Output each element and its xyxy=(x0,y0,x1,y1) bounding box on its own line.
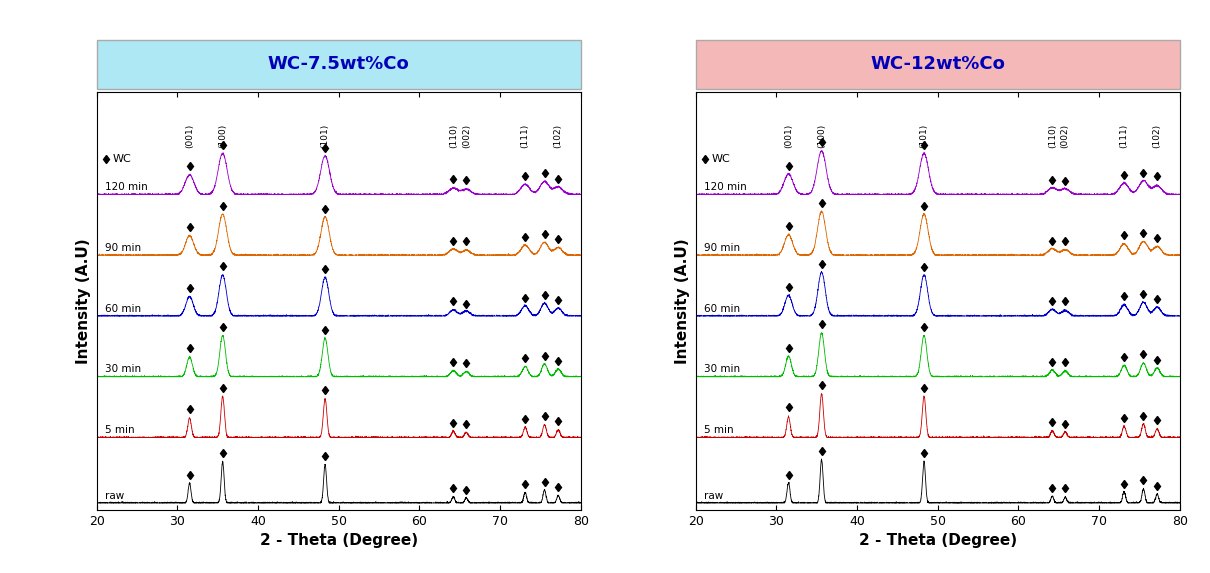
Text: (101): (101) xyxy=(321,124,329,148)
Text: (002): (002) xyxy=(462,124,471,148)
Text: raw: raw xyxy=(105,490,125,501)
Text: WC: WC xyxy=(113,155,132,164)
Text: 30 min: 30 min xyxy=(105,364,142,374)
Text: 5 min: 5 min xyxy=(105,425,134,435)
Text: (001): (001) xyxy=(784,124,793,148)
Text: (102): (102) xyxy=(1153,124,1162,148)
Text: 60 min: 60 min xyxy=(704,304,741,313)
Text: (100): (100) xyxy=(817,124,826,148)
Text: 90 min: 90 min xyxy=(105,243,142,253)
Text: WC: WC xyxy=(711,155,731,164)
Text: 120 min: 120 min xyxy=(105,182,148,192)
Text: (111): (111) xyxy=(1119,124,1129,148)
Text: 30 min: 30 min xyxy=(704,364,741,374)
Text: (110): (110) xyxy=(449,124,457,148)
Y-axis label: Intensity (A.U): Intensity (A.U) xyxy=(76,238,91,364)
Text: (001): (001) xyxy=(185,124,194,148)
X-axis label: 2 - Theta (Degree): 2 - Theta (Degree) xyxy=(859,533,1016,548)
Text: 5 min: 5 min xyxy=(704,425,733,435)
Text: 120 min: 120 min xyxy=(704,182,747,192)
Y-axis label: Intensity (A.U): Intensity (A.U) xyxy=(675,238,690,364)
Text: WC-12wt%Co: WC-12wt%Co xyxy=(870,56,1006,73)
Text: WC-7.5wt%Co: WC-7.5wt%Co xyxy=(267,56,410,73)
Text: 60 min: 60 min xyxy=(105,304,142,313)
Text: (110): (110) xyxy=(1048,124,1056,148)
Text: 90 min: 90 min xyxy=(704,243,741,253)
Text: raw: raw xyxy=(704,490,724,501)
Text: (101): (101) xyxy=(920,124,928,148)
Text: (111): (111) xyxy=(520,124,530,148)
Text: (102): (102) xyxy=(554,124,563,148)
Text: (100): (100) xyxy=(218,124,227,148)
Text: (002): (002) xyxy=(1061,124,1070,148)
X-axis label: 2 - Theta (Degree): 2 - Theta (Degree) xyxy=(260,533,417,548)
